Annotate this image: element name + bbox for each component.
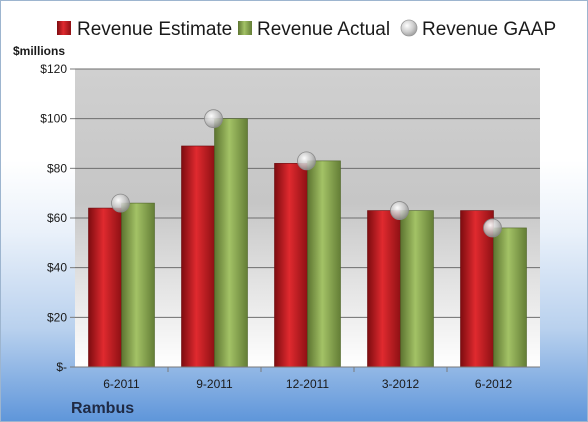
bar-revenue-actual xyxy=(121,202,155,368)
y-tick-label: $60 xyxy=(47,211,67,225)
y-tick-label: $80 xyxy=(47,161,67,175)
legend-label-gaap: Revenue GAAP xyxy=(422,19,556,40)
legend-label-actual: Revenue Actual xyxy=(257,19,390,40)
legend: Revenue Estimate Revenue Actual Revenue … xyxy=(57,19,556,40)
legend-swatch-estimate xyxy=(57,21,71,35)
company-name: Rambus xyxy=(71,400,134,417)
legend-label-estimate: Revenue Estimate xyxy=(77,19,232,40)
x-axis-ticks: 6-2011 9-2011 12-2011 3-2012 6-2012 xyxy=(103,367,513,391)
y-axis-ticks: $- $20 $40 $60 $80 $100 $120 xyxy=(40,62,75,374)
x-tick-label: 3-2012 xyxy=(382,377,420,391)
bar-revenue-actual xyxy=(214,118,248,368)
marker-revenue-gaap xyxy=(483,218,502,238)
gaap-markers xyxy=(111,109,502,238)
y-tick-label: $- xyxy=(56,360,67,374)
bar-revenue-estimate xyxy=(88,207,122,368)
bars xyxy=(88,118,527,368)
x-tick-label: 9-2011 xyxy=(196,377,233,391)
marker-revenue-gaap xyxy=(204,109,223,129)
marker-revenue-gaap xyxy=(390,201,409,220)
x-tick-label: 6-2011 xyxy=(103,377,140,391)
y-tick-label: $40 xyxy=(47,261,67,275)
y-tick-label: $20 xyxy=(47,310,67,324)
legend-marker-gaap xyxy=(400,19,418,37)
y-tick-label: $120 xyxy=(40,62,67,76)
x-tick-label: 6-2012 xyxy=(475,377,513,391)
bar-revenue-actual xyxy=(400,210,434,368)
legend-swatch-actual xyxy=(238,21,252,35)
marker-revenue-gaap xyxy=(297,151,316,171)
legend-item-actual: Revenue Actual xyxy=(238,19,390,40)
bar-revenue-actual xyxy=(493,227,527,368)
bar-revenue-estimate xyxy=(460,210,494,368)
marker-revenue-gaap xyxy=(111,193,130,213)
bar-revenue-actual xyxy=(307,160,341,368)
bar-revenue-estimate xyxy=(367,210,401,368)
y-axis-unit-label: $millions xyxy=(13,44,65,58)
x-tick-label: 12-2011 xyxy=(286,377,329,391)
y-tick-label: $100 xyxy=(40,112,67,126)
legend-item-estimate: Revenue Estimate xyxy=(57,19,232,40)
legend-item-gaap: Revenue GAAP xyxy=(400,19,556,40)
bar-revenue-estimate xyxy=(181,145,215,368)
bar-revenue-estimate xyxy=(274,163,308,368)
